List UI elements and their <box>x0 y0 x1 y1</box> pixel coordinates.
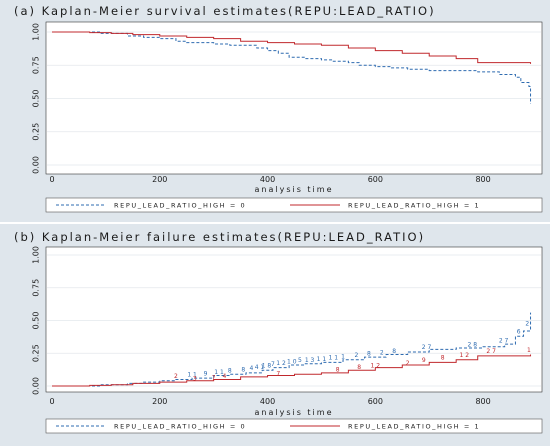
y-tick-label: 0.00 <box>31 377 40 395</box>
y-axis-ticks: 0.00 0.25 0.50 0.75 1.00 <box>31 23 40 174</box>
at-risk-label: 7 <box>276 370 280 377</box>
at-risk-label: 2 7 <box>486 348 496 355</box>
at-risk-label: 8 <box>441 355 445 362</box>
y-tick-label: 0.00 <box>31 156 40 174</box>
y-tick-label: 0.25 <box>31 123 40 141</box>
legend-label-high-0: REPU_LEAD_RATIO_HIGH = 0 <box>114 423 246 431</box>
y-tick-label: 1.00 <box>31 23 40 41</box>
at-risk-label: 5 <box>298 357 302 364</box>
y-tick-label: 0.50 <box>31 90 40 108</box>
at-risk-label: 2 <box>174 373 178 380</box>
series-line-high-0 <box>52 31 532 104</box>
at-risk-label: 8 <box>336 366 340 373</box>
chart-title: (a) Kaplan-Meier survival estimates(REPU… <box>14 4 436 18</box>
y-tick-label: 0.75 <box>31 279 40 297</box>
at-risk-label: 2 7 <box>422 344 432 351</box>
gridlines <box>47 254 541 387</box>
x-tick-label: 400 <box>260 397 275 406</box>
x-tick-label: 400 <box>260 175 275 184</box>
at-risk-label: 2 8 <box>468 342 478 349</box>
legend: REPU_LEAD_RATIO_HIGH = 0 REPU_LEAD_RATIO… <box>45 197 543 213</box>
at-risk-label: 6 <box>517 328 521 335</box>
x-tick-label: 0 <box>49 175 54 184</box>
series-line-high-1 <box>52 31 532 64</box>
x-axis-ticks: 0 200 400 600 800 <box>49 175 490 184</box>
at-risk-label: 1 2 <box>371 362 381 369</box>
x-axis-label: analysis time <box>254 408 333 417</box>
x-axis-label: analysis time <box>254 185 333 194</box>
x-tick-label: 200 <box>152 397 167 406</box>
at-risk-label: 1 <box>527 347 531 354</box>
at-risk-label: 1 8 <box>262 362 272 369</box>
at-risk-label: 8 <box>357 364 361 371</box>
at-risk-label: 7 <box>212 374 216 381</box>
at-risk-label: 9 <box>422 357 426 364</box>
x-tick-label: 200 <box>152 175 167 184</box>
survival-panel: (a) Kaplan-Meier survival estimates(REPU… <box>0 0 550 222</box>
y-tick-label: 0.25 <box>31 344 40 362</box>
at-risk-label: 1 1 <box>317 356 327 363</box>
at-risk-label: 2 <box>380 349 384 356</box>
y-axis-ticks: 0.00 0.25 0.50 0.75 1.00 <box>31 246 40 395</box>
x-tick-label: 800 <box>475 175 490 184</box>
at-risk-label: 1 0 <box>287 359 297 366</box>
y-tick-label: 0.75 <box>31 56 40 74</box>
at-risk-label: 1 3 <box>305 357 315 364</box>
at-risk-label: 3 <box>193 376 197 383</box>
at-risk-label: 8 <box>392 348 396 355</box>
x-tick-label: 0 <box>49 397 54 406</box>
legend-label-high-0: REPU_LEAD_RATIO_HIGH = 0 <box>114 202 246 210</box>
plot-area <box>45 246 543 393</box>
chart-title: (b) Kaplan-Meier failure estimates(REPU:… <box>14 230 425 244</box>
at-risk-label: 1 1 <box>187 372 197 379</box>
failure-panel: (b) Kaplan-Meier failure estimates(REPU:… <box>0 224 550 446</box>
at-risk-label: 8 <box>228 368 232 375</box>
x-axis-ticks: 0 200 400 600 800 <box>49 397 490 406</box>
x-tick-label: 600 <box>368 397 383 406</box>
at-risk-label: 4 1 <box>255 364 265 371</box>
x-tick-label: 600 <box>368 175 383 184</box>
at-risk-label: 1 1 <box>329 355 339 362</box>
at-risk-label: 2 <box>525 321 529 328</box>
x-tick-label: 800 <box>475 397 490 406</box>
legend-label-high-1: REPU_LEAD_RATIO_HIGH = 1 <box>348 423 480 431</box>
at-risk-label: 1 2 <box>459 352 469 359</box>
y-tick-label: 0.50 <box>31 312 40 330</box>
series-line-high-1 <box>52 354 532 387</box>
at-risk-label: 4 <box>249 365 253 372</box>
plot-area <box>45 21 543 175</box>
at-risk-label: 1 <box>341 353 345 360</box>
at-risk-label: 8 <box>367 351 371 358</box>
at-risk-label: 2 7 <box>499 338 509 345</box>
at-risk-label: 2 <box>406 360 410 367</box>
at-risk-label: 1 1 <box>214 369 224 376</box>
legend-label-high-1: REPU_LEAD_RATIO_HIGH = 1 <box>348 202 480 210</box>
at-risk-label: 4 <box>223 373 227 380</box>
gridlines <box>47 31 541 166</box>
at-risk-label: 8 <box>241 366 245 373</box>
at-risk-label: 1 2 <box>276 360 286 367</box>
at-risk-label: 7 <box>271 361 275 368</box>
y-tick-label: 1.00 <box>31 246 40 264</box>
at-risk-label: 9 <box>204 370 208 377</box>
legend: REPU_LEAD_RATIO_HIGH = 0 REPU_LEAD_RATIO… <box>45 418 543 434</box>
at-risk-label: 2 <box>355 352 359 359</box>
